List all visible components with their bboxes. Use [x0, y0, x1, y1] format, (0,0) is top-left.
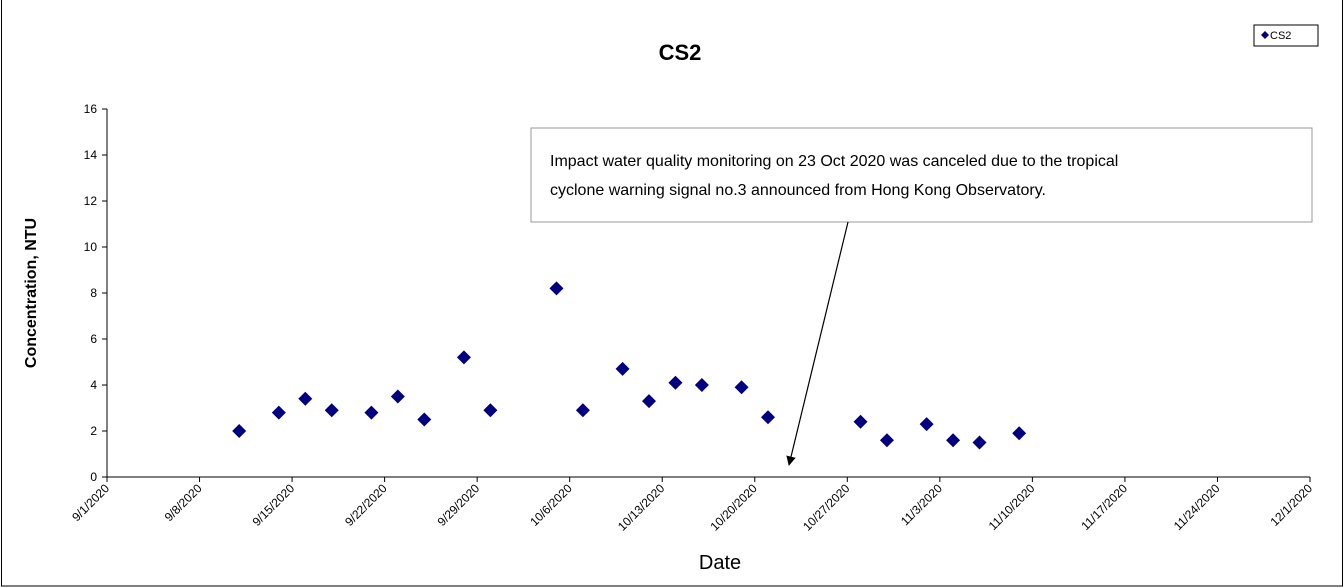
data-point: [271, 405, 286, 420]
data-point: [390, 389, 405, 404]
legend: [1253, 24, 1319, 47]
y-axis-label: Concentration, NTU: [23, 218, 40, 368]
data-point: [615, 361, 630, 376]
data-point: [853, 414, 868, 429]
data-point: [324, 403, 339, 418]
data-point: [734, 380, 749, 395]
data-point: [879, 433, 894, 448]
legend-marker: [1261, 31, 1269, 39]
x-axis-label: Date: [699, 552, 741, 574]
y-tick-label: 2: [90, 424, 97, 438]
data-point: [1012, 426, 1027, 441]
y-tick-label: 10: [84, 240, 98, 254]
annotation-arrow: [786, 221, 849, 466]
annotation-text: cyclone warning signal no.3 announced fr…: [550, 182, 1046, 199]
data-point: [456, 350, 471, 365]
data-point: [232, 424, 247, 438]
data-point: [575, 403, 590, 418]
data-point: [972, 435, 987, 450]
data-point: [364, 405, 379, 420]
chart-title: CS2: [659, 40, 702, 65]
y-tick-label: 14: [84, 148, 98, 162]
y-tick-label: 8: [90, 286, 97, 300]
y-tick-label: 4: [90, 378, 97, 392]
legend-label: CS2: [1270, 30, 1291, 42]
data-point: [694, 378, 709, 392]
y-tick-label: 16: [84, 102, 98, 116]
y-tick-label: 6: [90, 332, 97, 346]
data-point: [760, 410, 775, 425]
data-point: [298, 391, 313, 406]
data-point: [642, 394, 657, 409]
y-tick-label: 12: [84, 194, 98, 208]
data-point: [668, 375, 683, 390]
annotation-box: [530, 127, 1313, 223]
annotation-text: Impact water quality monitoring on 23 Oc…: [550, 153, 1118, 170]
data-point: [417, 412, 432, 427]
data-point: [946, 433, 961, 448]
data-point: [483, 403, 498, 418]
data-point: [919, 417, 934, 432]
data-point: [549, 281, 564, 296]
y-tick-label: 0: [90, 470, 97, 484]
